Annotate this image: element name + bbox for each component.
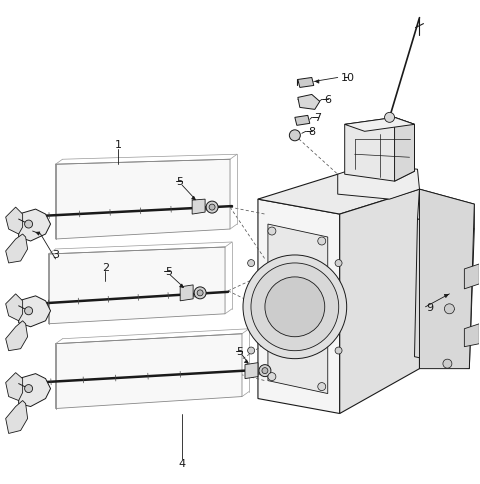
- Polygon shape: [464, 264, 480, 289]
- Circle shape: [443, 360, 452, 368]
- Circle shape: [243, 256, 347, 359]
- Circle shape: [265, 277, 325, 337]
- Circle shape: [24, 385, 33, 393]
- Polygon shape: [6, 294, 23, 321]
- Polygon shape: [19, 296, 50, 327]
- Polygon shape: [6, 235, 28, 263]
- Circle shape: [251, 263, 339, 351]
- Circle shape: [444, 304, 455, 314]
- Text: 10: 10: [341, 73, 355, 83]
- Text: 4: 4: [179, 458, 186, 469]
- Polygon shape: [345, 118, 415, 182]
- Text: 1: 1: [115, 140, 122, 150]
- Polygon shape: [298, 78, 314, 88]
- Text: 3: 3: [52, 249, 59, 259]
- Polygon shape: [6, 401, 28, 434]
- Polygon shape: [340, 190, 420, 414]
- Circle shape: [206, 202, 218, 213]
- Circle shape: [209, 205, 215, 211]
- Polygon shape: [395, 118, 415, 182]
- Polygon shape: [420, 190, 474, 369]
- Polygon shape: [19, 210, 50, 242]
- Polygon shape: [258, 200, 340, 414]
- Polygon shape: [298, 95, 320, 110]
- Polygon shape: [19, 374, 50, 407]
- Circle shape: [318, 238, 326, 245]
- Polygon shape: [345, 118, 415, 132]
- Circle shape: [197, 290, 203, 296]
- Text: 2: 2: [102, 262, 109, 272]
- Text: 5: 5: [237, 346, 243, 356]
- Circle shape: [248, 260, 254, 267]
- Polygon shape: [464, 324, 480, 347]
- Circle shape: [262, 368, 268, 374]
- Text: 5: 5: [165, 266, 172, 276]
- Polygon shape: [56, 334, 242, 408]
- Polygon shape: [180, 285, 193, 301]
- Polygon shape: [192, 200, 205, 214]
- Polygon shape: [415, 220, 474, 369]
- Polygon shape: [418, 190, 474, 229]
- Circle shape: [248, 348, 254, 354]
- Polygon shape: [48, 247, 225, 324]
- Polygon shape: [245, 363, 258, 379]
- Circle shape: [335, 260, 342, 267]
- Polygon shape: [295, 116, 310, 126]
- Circle shape: [318, 383, 326, 391]
- Circle shape: [384, 113, 395, 123]
- Polygon shape: [6, 208, 23, 235]
- Circle shape: [268, 227, 276, 236]
- Polygon shape: [6, 321, 28, 351]
- Text: 7: 7: [314, 113, 321, 123]
- Circle shape: [24, 307, 33, 315]
- Text: 6: 6: [324, 95, 331, 105]
- Circle shape: [194, 287, 206, 299]
- Circle shape: [289, 131, 300, 141]
- Circle shape: [259, 365, 271, 377]
- Circle shape: [335, 348, 342, 354]
- Text: 5: 5: [177, 177, 184, 187]
- Polygon shape: [6, 373, 23, 401]
- Polygon shape: [338, 165, 420, 200]
- Text: 9: 9: [426, 302, 433, 312]
- Text: 8: 8: [308, 127, 315, 137]
- Polygon shape: [268, 225, 328, 394]
- Circle shape: [268, 373, 276, 381]
- Polygon shape: [258, 175, 420, 214]
- Circle shape: [24, 221, 33, 228]
- Polygon shape: [56, 160, 230, 240]
